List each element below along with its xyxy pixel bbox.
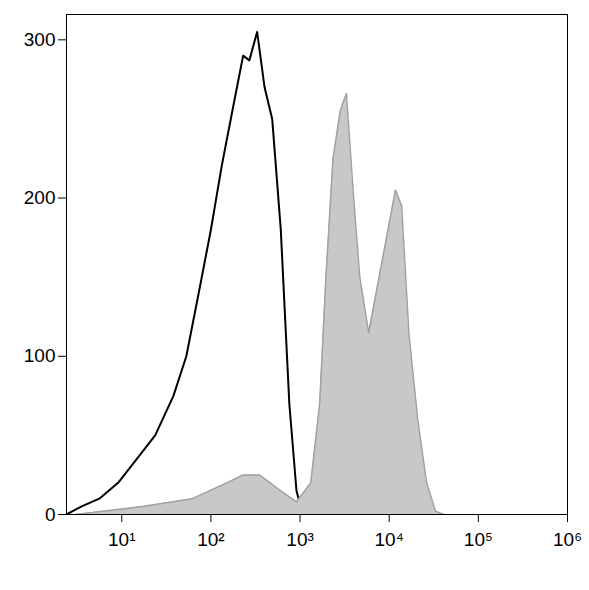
- svg-text:10¹: 10¹: [108, 529, 135, 550]
- svg-text:200: 200: [24, 187, 56, 208]
- svg-text:10⁶: 10⁶: [553, 529, 582, 550]
- svg-text:10³: 10³: [286, 529, 313, 550]
- svg-text:100: 100: [24, 345, 56, 366]
- svg-text:10²: 10²: [197, 529, 224, 550]
- svg-text:0: 0: [45, 504, 56, 525]
- svg-text:10⁵: 10⁵: [464, 529, 493, 550]
- svg-text:10⁴: 10⁴: [375, 529, 404, 550]
- svg-text:300: 300: [24, 29, 56, 50]
